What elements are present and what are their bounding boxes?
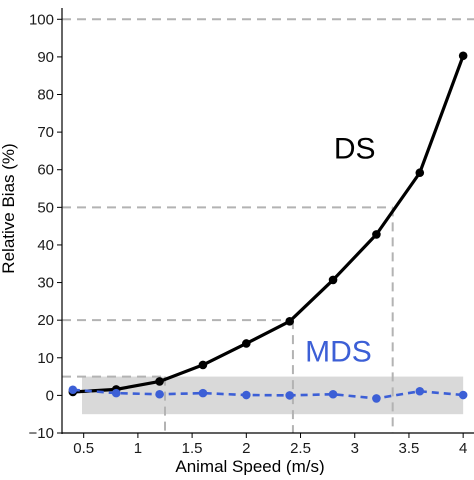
y-tick-label: 80	[37, 87, 54, 104]
series-label-mds: MDS	[305, 336, 372, 369]
data-point-ds	[155, 377, 164, 386]
data-point-mds	[328, 389, 338, 399]
y-tick-label: 20	[37, 312, 54, 329]
data-point-mds	[198, 388, 208, 398]
y-tick-label: 40	[37, 237, 54, 254]
data-point-mds	[415, 386, 425, 396]
y-tick-label: 50	[37, 199, 54, 216]
x-axis-title: Animal Speed (m/s)	[175, 457, 324, 475]
data-point-ds	[372, 230, 381, 239]
x-tick-label: 3	[351, 440, 359, 457]
x-tick-label: 1.5	[182, 440, 203, 457]
tolerance-band	[82, 376, 464, 415]
series-label-ds: DS	[334, 132, 376, 165]
x-tick-label: 4	[459, 440, 467, 457]
data-point-mds	[68, 385, 78, 395]
data-point-ds	[198, 360, 208, 370]
y-tick-label: 70	[37, 124, 54, 141]
data-point-mds	[372, 394, 381, 403]
data-point-ds	[458, 51, 468, 61]
data-point-ds	[415, 168, 425, 178]
x-tick-label: 2.5	[290, 440, 311, 457]
series-line-mds	[72, 388, 464, 400]
y-tick-label: 30	[37, 275, 54, 292]
x-tick-label: 0.5	[73, 440, 94, 457]
data-point-mds	[155, 389, 164, 399]
data-point-mds	[111, 388, 121, 398]
data-point-mds	[285, 391, 294, 400]
y-tick-label: −10	[29, 425, 54, 442]
x-tick-label: 1	[134, 440, 142, 457]
y-tick-label: 90	[37, 49, 54, 66]
data-point-mds	[242, 390, 251, 400]
y-tick-label: 0	[46, 387, 54, 404]
y-tick-label: 100	[29, 11, 54, 28]
data-point-ds	[328, 275, 338, 285]
y-tick-label: 10	[37, 350, 54, 367]
data-point-mds	[458, 390, 468, 400]
x-tick-label: 3.5	[399, 440, 420, 457]
y-tick-label: 60	[37, 162, 54, 179]
data-point-ds	[285, 316, 294, 326]
series-line-ds	[72, 55, 465, 394]
y-axis-title: Relative Bias (%)	[0, 143, 18, 273]
x-tick-label: 2	[242, 440, 250, 457]
data-point-ds	[242, 339, 251, 348]
